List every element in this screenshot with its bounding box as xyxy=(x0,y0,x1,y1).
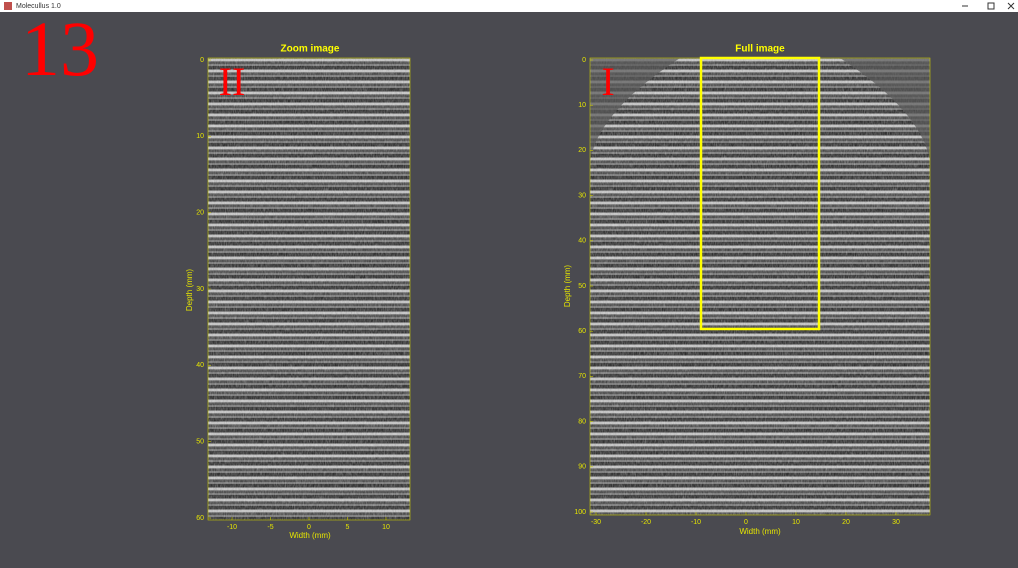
x-tick-label: 10 xyxy=(382,524,390,531)
y-tick-label: 60 xyxy=(196,515,204,522)
y-tick-label: 40 xyxy=(196,362,204,369)
y-tick-label: 100 xyxy=(574,509,586,516)
y-tick-label: 10 xyxy=(196,133,204,140)
y-tick-label: 80 xyxy=(578,418,586,425)
full-title: Full image xyxy=(735,44,785,55)
y-tick-label: 70 xyxy=(578,373,586,380)
zoom-image-speckle xyxy=(208,58,410,520)
y-tick-label: 30 xyxy=(578,192,586,199)
full-image-speckle xyxy=(590,58,930,515)
y-tick-label: 90 xyxy=(578,464,586,471)
y-tick-label: 60 xyxy=(578,328,586,335)
x-tick-label: -10 xyxy=(691,519,701,526)
x-tick-label: -10 xyxy=(227,524,237,531)
y-tick-label: 30 xyxy=(196,286,204,293)
y-tick-label: 40 xyxy=(578,238,586,245)
full-ylabel: Depth (mm) xyxy=(563,265,572,308)
x-tick-label: 10 xyxy=(792,519,800,526)
title-bar xyxy=(0,0,1018,12)
app-icon xyxy=(4,2,12,10)
zoom-xlabel: Width (mm) xyxy=(289,531,331,540)
zoom-marker: II xyxy=(219,59,246,104)
full-xlabel: Width (mm) xyxy=(739,527,781,536)
page: {"window": {"title": "Molecullus 1.0"}, … xyxy=(0,0,1018,563)
y-tick-label: 0 xyxy=(582,57,586,64)
y-tick-label: 0 xyxy=(200,57,204,64)
x-tick-label: 0 xyxy=(744,519,748,526)
x-tick-label: 20 xyxy=(842,519,850,526)
full-marker: I xyxy=(601,59,614,104)
x-tick-label: 0 xyxy=(307,524,311,531)
y-tick-label: 50 xyxy=(578,283,586,290)
y-tick-label: 20 xyxy=(578,147,586,154)
y-tick-label: 10 xyxy=(578,102,586,109)
x-tick-label: -20 xyxy=(641,519,651,526)
x-tick-label: 5 xyxy=(346,524,350,531)
x-tick-label: -30 xyxy=(591,519,601,526)
y-tick-label: 20 xyxy=(196,210,204,217)
x-tick-label: -5 xyxy=(267,524,273,531)
y-tick-label: 50 xyxy=(196,439,204,446)
zoom-ylabel: Depth (mm) xyxy=(185,269,194,312)
page-number: 13 xyxy=(21,5,99,92)
zoom-title: Zoom image xyxy=(281,44,340,55)
x-tick-label: 30 xyxy=(892,519,900,526)
screen: Molecullus 1.0 13 Zoom image II Width (m… xyxy=(0,0,1018,563)
